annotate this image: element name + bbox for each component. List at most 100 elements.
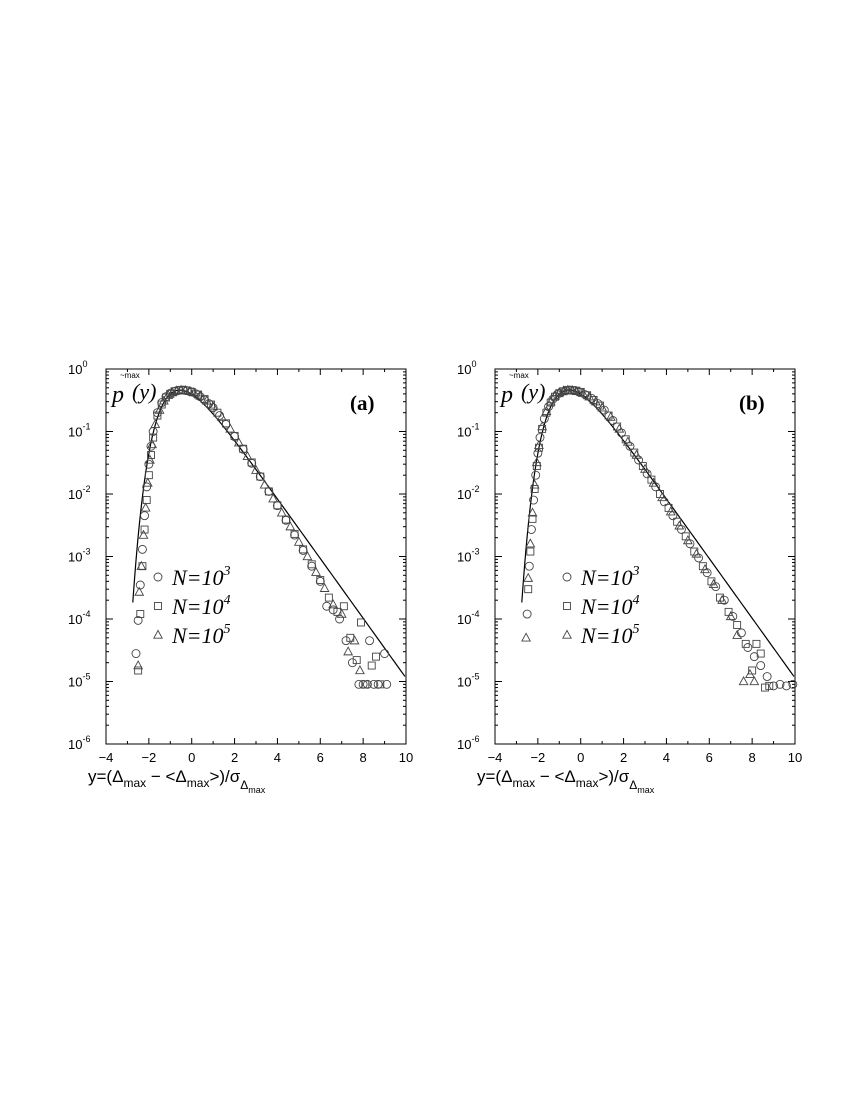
- data-point-triangle: [133, 660, 144, 670]
- data-point-triangle: [233, 437, 244, 447]
- data-point-circle: [736, 628, 746, 638]
- data-point-triangle: [691, 548, 702, 558]
- data-point-circle: [358, 679, 368, 689]
- data-point-circle: [255, 472, 265, 482]
- x-tick-label: 10: [788, 750, 802, 765]
- data-point-circle: [728, 611, 738, 621]
- legend-label: N=104: [580, 593, 640, 619]
- data-point-circle: [341, 636, 351, 646]
- data-point-square: [756, 649, 765, 658]
- data-point-triangle: [674, 520, 685, 530]
- data-point-triangle: [188, 387, 199, 397]
- y-tick-label: 10-2: [68, 484, 90, 502]
- panel-label: (a): [350, 391, 375, 415]
- data-point-circle: [144, 459, 154, 469]
- data-point-triangle: [700, 564, 710, 574]
- data-point-square: [752, 639, 761, 648]
- data-point-triangle: [140, 502, 151, 512]
- x-tick-label: 8: [360, 750, 367, 765]
- x-tick-label: −4: [99, 750, 114, 765]
- data-point-circle: [131, 649, 141, 659]
- data-point-circle: [762, 672, 772, 682]
- data-point-triangle: [201, 395, 212, 405]
- data-point-square: [142, 496, 151, 505]
- x-tick-label: −2: [141, 750, 156, 765]
- data-point-triangle: [311, 566, 321, 576]
- data-point-square: [528, 514, 537, 523]
- data-point-circle: [315, 576, 325, 586]
- y-tick-label: 10-5: [457, 672, 479, 690]
- y-axis-label-superscript: ~max: [509, 371, 529, 380]
- legend-marker-triangle: [562, 629, 572, 639]
- data-point-circle: [642, 469, 652, 479]
- data-point-square: [307, 560, 316, 569]
- data-point-triangle: [328, 599, 339, 609]
- data-point-square: [733, 621, 742, 630]
- data-point-triangle: [302, 551, 313, 561]
- data-point-triangle: [134, 586, 145, 596]
- data-point-triangle: [158, 395, 169, 405]
- data-point-triangle: [268, 493, 279, 503]
- x-tick-label: 0: [188, 750, 195, 765]
- legend-marker-square: [563, 602, 571, 610]
- data-point-triangle: [208, 401, 219, 411]
- data-point-circle: [133, 615, 143, 625]
- x-tick-label: 2: [231, 750, 238, 765]
- data-point-circle: [382, 679, 392, 689]
- data-point-triangle: [138, 529, 149, 539]
- data-point-square: [290, 529, 299, 538]
- data-point-triangle: [225, 423, 236, 433]
- data-point-square: [324, 593, 333, 602]
- data-point-square: [367, 661, 376, 670]
- data-point-circle: [533, 448, 543, 458]
- y-axis-label: p: [110, 382, 124, 408]
- data-point-square: [352, 656, 361, 665]
- x-tick-label: 6: [706, 750, 713, 765]
- data-point-triangle: [531, 456, 542, 467]
- data-point-square: [741, 639, 750, 648]
- data-point-square: [638, 462, 647, 471]
- data-point-triangle: [640, 463, 650, 473]
- data-point-triangle: [541, 405, 552, 416]
- data-point-triangle: [167, 387, 178, 397]
- data-point-triangle: [590, 396, 601, 406]
- data-point-triangle: [184, 385, 195, 395]
- data-point-triangle: [319, 582, 330, 592]
- legend-label: N=104: [171, 593, 231, 619]
- data-point-square: [339, 602, 348, 611]
- series-circle: [131, 385, 392, 689]
- y-tick-label: 10-3: [457, 547, 479, 565]
- data-point-circle: [531, 470, 541, 480]
- data-point-triangle: [527, 507, 538, 517]
- x-axis-label: y=(Δmax − <Δmax>)/σΔmax: [477, 767, 655, 795]
- data-point-circle: [157, 398, 167, 408]
- data-point-square: [316, 576, 325, 584]
- data-point-circle: [599, 405, 609, 415]
- data-point-triangle: [614, 423, 625, 433]
- data-point-triangle: [336, 608, 347, 618]
- x-tick-label: 10: [399, 750, 413, 765]
- legend-label: N=103: [580, 564, 640, 590]
- data-point-triangle: [259, 479, 270, 489]
- data-point-square: [761, 683, 769, 692]
- legend-marker-triangle: [153, 629, 163, 639]
- y-tick-label: 10-5: [68, 672, 90, 690]
- data-point-triangle: [545, 396, 556, 406]
- y-tick-label: 10-1: [457, 422, 479, 440]
- data-point-circle: [522, 609, 532, 619]
- data-point-circle: [634, 455, 644, 465]
- data-point-circle: [719, 595, 729, 605]
- data-point-triangle: [597, 402, 608, 412]
- data-point-triangle: [147, 439, 158, 449]
- data-point-circle: [354, 679, 364, 689]
- data-point-triangle: [180, 384, 191, 395]
- data-point-circle: [298, 545, 308, 555]
- data-point-circle: [135, 580, 145, 590]
- data-point-triangle: [163, 389, 174, 399]
- data-point-circle: [373, 679, 383, 689]
- data-point-triangle: [354, 665, 365, 675]
- legend-label: N=105: [171, 622, 231, 648]
- data-point-square: [147, 451, 155, 459]
- data-point-triangle: [144, 454, 155, 464]
- data-point-triangle: [216, 411, 227, 421]
